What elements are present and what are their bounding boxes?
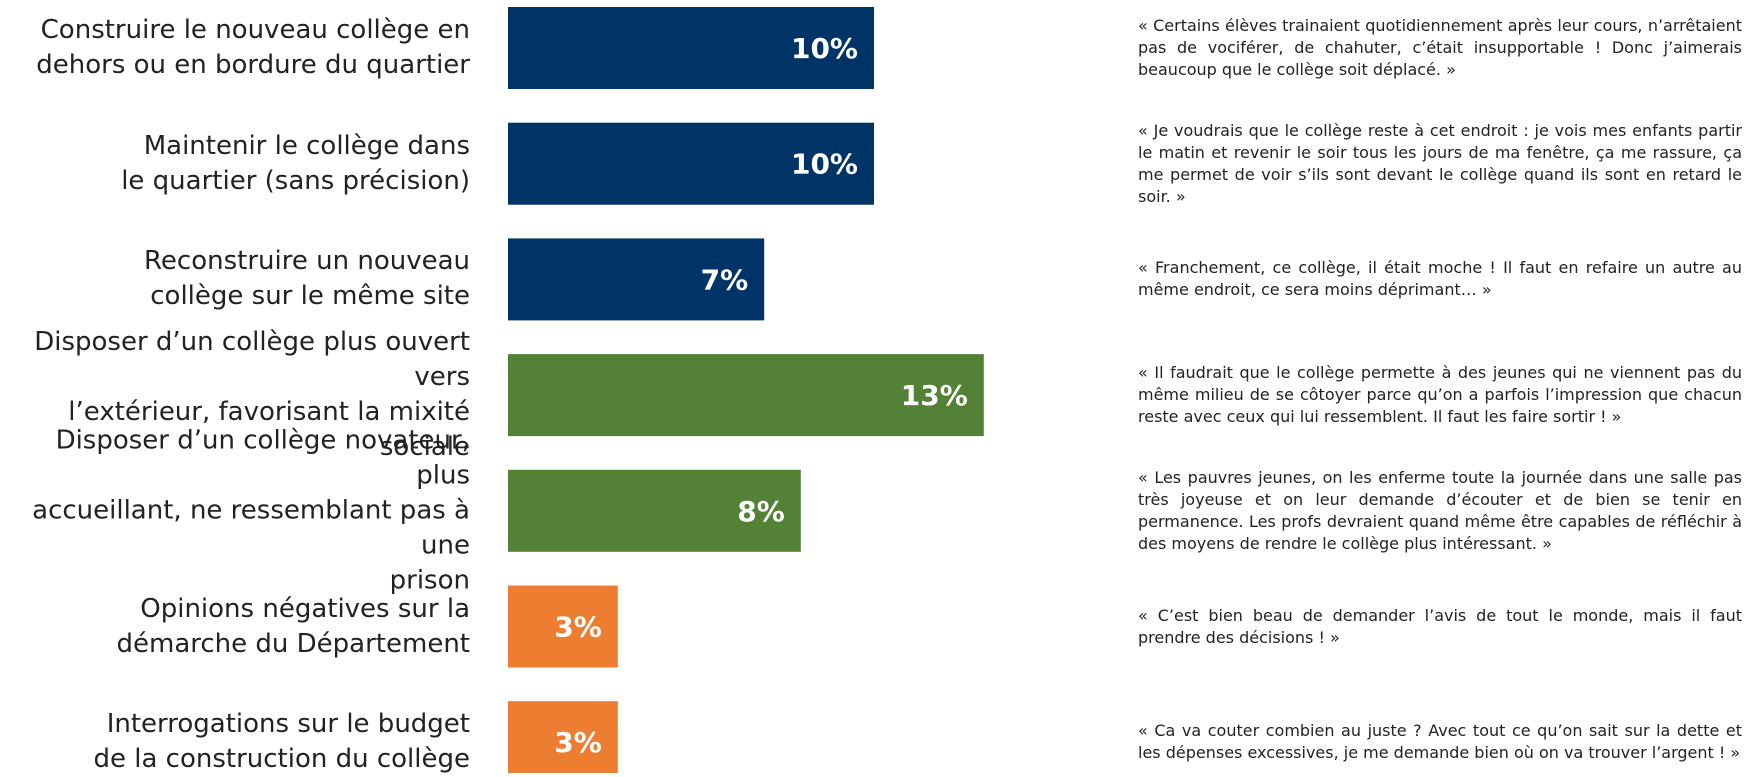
bar bbox=[508, 7, 874, 89]
category-label: Interrogations sur le budget de la const… bbox=[93, 709, 470, 775]
bar bbox=[508, 238, 765, 321]
quote: « Ca va couter combien au juste ? Avec t… bbox=[1138, 721, 1742, 763]
value-label: 8% bbox=[737, 495, 785, 528]
quote: « Il faudrait que le collège permette à … bbox=[1138, 363, 1742, 427]
category-label: Maintenir le collège dans le quartier (s… bbox=[121, 130, 470, 196]
bar bbox=[508, 469, 801, 552]
value-label: 3% bbox=[554, 726, 602, 759]
category-label: Opinions négatives sur la démarche du Dé… bbox=[116, 593, 471, 659]
value-label: 13% bbox=[901, 379, 968, 412]
bar bbox=[508, 354, 984, 437]
quote: « Je voudrais que le collège reste à cet… bbox=[1138, 120, 1742, 206]
quote: « Certains élèves trainaient quotidienne… bbox=[1138, 16, 1742, 79]
quote: « Les pauvres jeunes, on les enferme tou… bbox=[1138, 467, 1742, 553]
quote: « C’est bien beau de demander l’avis de … bbox=[1138, 605, 1742, 647]
category-label: Reconstruire un nouveau collège sur le m… bbox=[144, 246, 470, 312]
category-label: Disposer d’un collège novateur, plus acc… bbox=[32, 425, 470, 596]
bar bbox=[508, 585, 618, 668]
value-label: 10% bbox=[791, 148, 858, 181]
value-label: 3% bbox=[554, 611, 602, 644]
category-label: Disposer d’un collège plus ouvert vers l… bbox=[34, 327, 470, 463]
bar bbox=[508, 701, 618, 773]
bar bbox=[508, 122, 874, 205]
value-label: 10% bbox=[791, 32, 858, 65]
category-label: Construire le nouveau collège en dehors … bbox=[36, 15, 470, 80]
value-label: 7% bbox=[701, 263, 749, 296]
quote: « Franchement, ce collège, il était moch… bbox=[1138, 258, 1742, 300]
